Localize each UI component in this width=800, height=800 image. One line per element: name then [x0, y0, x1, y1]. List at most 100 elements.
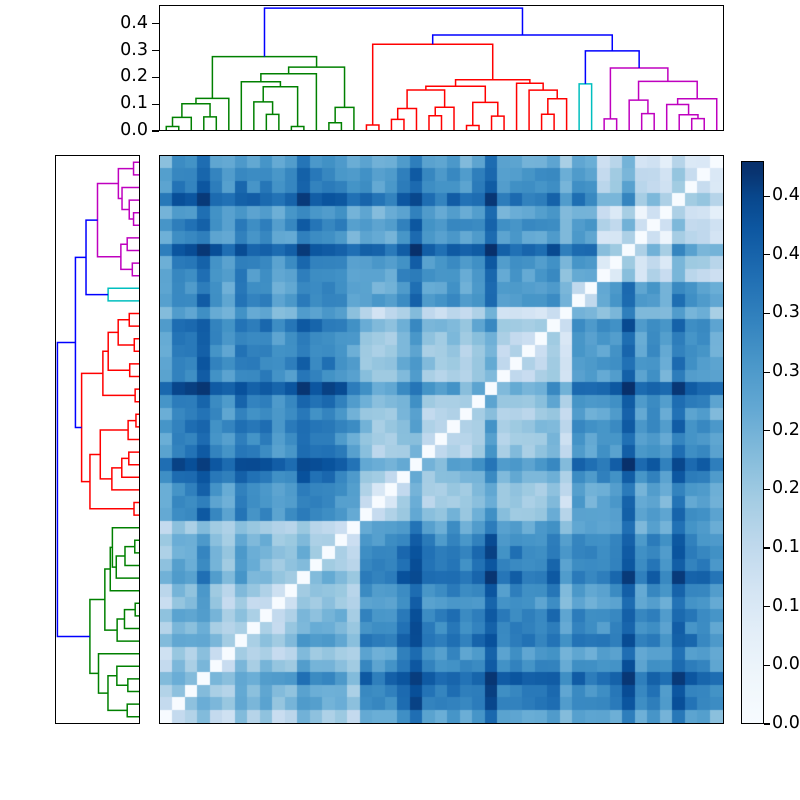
- dendrogram-link: [107, 287, 139, 302]
- dendrogram-link: [116, 665, 139, 686]
- dendrogram-link: [434, 106, 455, 130]
- dendrogram-link: [265, 113, 280, 130]
- colorbar: [741, 161, 764, 724]
- colorbar-tick-label: 0.30: [772, 361, 800, 382]
- row-dendrogram: [55, 155, 140, 724]
- col-axis-tick: [152, 103, 159, 105]
- dendrogram-link: [287, 66, 346, 108]
- dendrogram-link: [117, 167, 134, 200]
- dendrogram-link: [578, 83, 593, 130]
- colorbar-tick: [764, 430, 770, 432]
- distance-matrix-heatmap[interactable]: [159, 155, 724, 724]
- dendrogram-link: [128, 451, 139, 466]
- colorbar-tick-label: 0.15: [772, 537, 800, 558]
- dendrogram-link: [135, 413, 139, 428]
- dendrogram-link: [96, 182, 121, 258]
- colorbar-tick: [764, 664, 770, 666]
- dendrogram-link: [371, 43, 494, 125]
- col-axis-tick-label: 0.4: [120, 12, 148, 33]
- colorbar-tick-label: 0.40: [772, 243, 800, 264]
- dendrogram-link: [165, 125, 180, 130]
- column-dendrogram-plot: [165, 7, 718, 130]
- dendrogram-link: [123, 608, 139, 630]
- dendrogram-link: [365, 124, 380, 130]
- dendrogram-link: [128, 363, 139, 378]
- dendrogram-link: [134, 539, 139, 554]
- col-axis-tick: [152, 23, 159, 25]
- colorbar-tick: [764, 488, 770, 490]
- colorbar-tick-label: 0.45: [772, 185, 800, 206]
- dendrogram-link: [603, 118, 618, 130]
- dendrogram-link: [127, 678, 139, 693]
- dendrogram-link: [396, 107, 418, 130]
- col-axis-tick-label: 0.1: [120, 93, 148, 114]
- dendrogram-link: [431, 34, 614, 51]
- dendrogram-link: [263, 7, 524, 57]
- dendrogram-link: [121, 457, 139, 479]
- dendrogram-link: [547, 98, 568, 130]
- dendrogram-link: [74, 256, 87, 429]
- dendrogram-link: [240, 81, 282, 130]
- dendrogram-link: [107, 331, 130, 371]
- dendrogram-link: [115, 555, 139, 579]
- colorbar-tick-label: 0.35: [772, 302, 800, 323]
- dendrogram-link: [637, 80, 698, 101]
- dendrogram-link: [121, 186, 139, 211]
- dendrogram-link: [328, 122, 343, 130]
- column-dendrogram: [159, 5, 724, 131]
- dendrogram-link: [89, 598, 105, 675]
- dendrogram-link: [128, 312, 139, 327]
- col-axis-tick-label: 0.3: [120, 39, 148, 60]
- dendrogram-link: [99, 429, 129, 480]
- colorbar-tick: [764, 606, 770, 608]
- dendrogram-link: [290, 125, 305, 130]
- dendrogram-link: [127, 419, 139, 441]
- colorbar-tick: [764, 195, 770, 197]
- dendrogram-link: [109, 546, 139, 592]
- dendrogram-link: [132, 211, 139, 227]
- dendrogram-link: [390, 118, 405, 130]
- dendrogram-link: [253, 101, 274, 130]
- col-axis-tick: [152, 76, 159, 78]
- colorbar-tick: [764, 371, 770, 373]
- dendrogram-link: [454, 78, 531, 87]
- dendrogram-link: [97, 652, 139, 694]
- colorbar-tick: [764, 723, 770, 725]
- dendrogram-link: [111, 467, 139, 491]
- dendrogram-link: [490, 115, 505, 130]
- colorbar-tick-label: 0.05: [772, 654, 800, 675]
- dendrogram-link: [425, 85, 487, 103]
- heatmap-canvas[interactable]: [160, 156, 723, 723]
- dendrogram-link: [132, 161, 139, 176]
- dendrogram-link: [128, 199, 139, 220]
- col-axis-tick-label: 0.0: [120, 120, 148, 140]
- row-dendrogram-plot: [56, 161, 139, 718]
- dendrogram-link: [111, 526, 139, 568]
- col-axis-tick: [152, 49, 159, 52]
- dendrogram-link: [428, 114, 443, 130]
- col-axis-tick: [152, 130, 159, 132]
- dendrogram-link: [640, 112, 655, 130]
- dendrogram-link: [181, 103, 211, 118]
- dendrogram-link: [116, 618, 139, 642]
- dendrogram-link: [260, 73, 318, 130]
- dendrogram-link: [134, 602, 139, 617]
- dendrogram-link: [690, 117, 705, 130]
- dendrogram-link: [528, 89, 558, 130]
- colorbar-tick-label: 0.00: [772, 713, 800, 733]
- dendrogram-link: [676, 98, 718, 130]
- colorbar-tick: [764, 254, 770, 256]
- dendrogram-link: [203, 116, 218, 130]
- dendrogram-link: [126, 237, 139, 252]
- dendrogram-link: [134, 388, 139, 403]
- colorbar-tick-label: 0.20: [772, 478, 800, 499]
- dendrogram-link: [678, 113, 699, 130]
- dendrogram-link: [171, 116, 193, 130]
- colorbar-tick: [764, 312, 770, 315]
- col-axis-tick-label: 0.2: [120, 66, 148, 87]
- dendrogram-link: [107, 675, 128, 712]
- dendrogram-link: [124, 545, 139, 567]
- dendrogram-link: [133, 501, 139, 516]
- dendrogram-link: [262, 85, 299, 127]
